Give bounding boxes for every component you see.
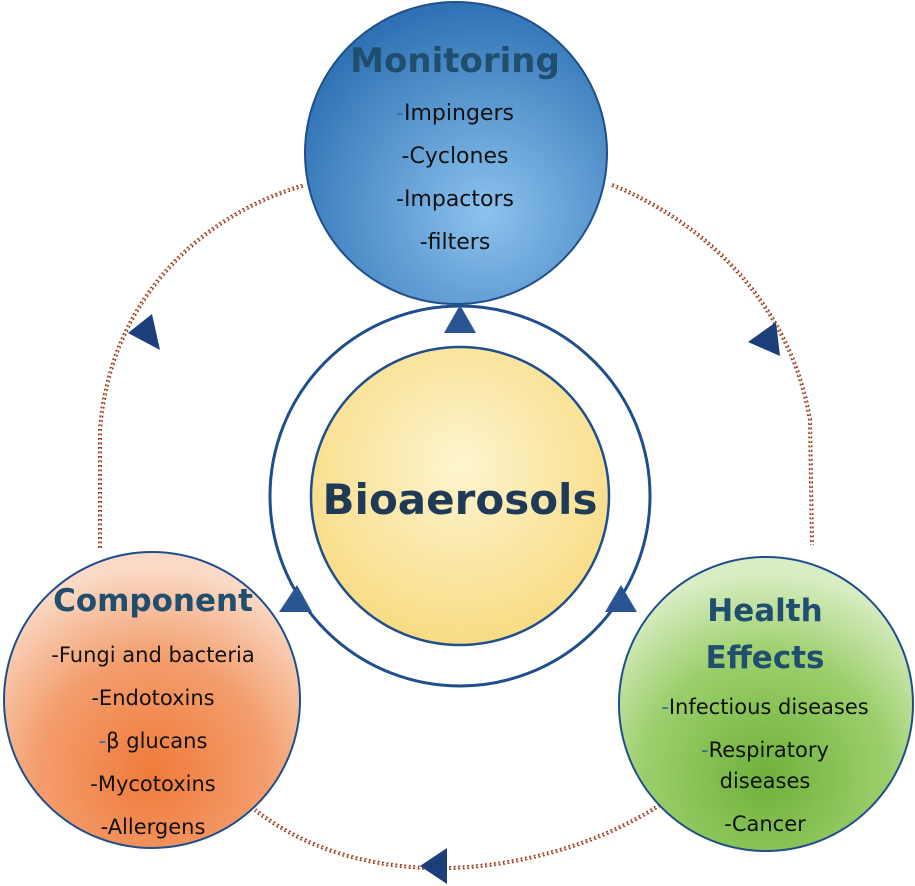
cycle-arc-health-to-component [253,803,662,871]
monitoring-title: Monitoring [350,41,560,81]
monitoring-item: -filters [419,230,491,255]
monitoring-item: -Cyclones [401,144,509,169]
component-circle [3,551,301,849]
component-item: -β glucans [98,729,208,753]
component-title: Component [53,583,253,619]
monitoring-circle [304,1,608,305]
center-label: Bioaerosols [322,475,598,524]
center-circle [309,345,611,647]
component-item: -Allergens [100,815,206,839]
ring-arrowhead-top [444,305,476,333]
health-effects-node: Health Effects -Infectious diseases -Res… [620,588,910,852]
ring-arrowhead-left [279,585,312,612]
health-effects-title: Health Effects [705,593,825,676]
monitoring-node: Monitoring -Impingers -Cyclones -Impacto… [318,40,592,264]
cycle-arrowhead-left [128,314,160,350]
monitoring-item: -Impactors [395,187,514,212]
cycle-arrowhead-right [748,322,780,356]
ring-arrowhead-right [605,585,637,612]
health-effects-item: -Infectious diseases [661,695,869,719]
health-effects-item: -Cancer [724,812,806,836]
component-node: Component -Fungi and bacteria -Endotoxin… [8,580,298,849]
cycle-arc-component-to-monitoring [98,183,306,548]
monitoring-item: -Impingers [396,101,514,126]
health-effects-item: -Respiratory diseases [701,738,829,793]
component-item: -Endotoxins [91,686,215,710]
cycle-arc-monitoring-to-health [611,183,814,546]
component-item: -Fungi and bacteria [51,643,255,667]
cycle-arrowhead-bottom [420,848,447,884]
component-item: -Mycotoxins [90,772,216,796]
health-effects-circle [618,556,914,852]
